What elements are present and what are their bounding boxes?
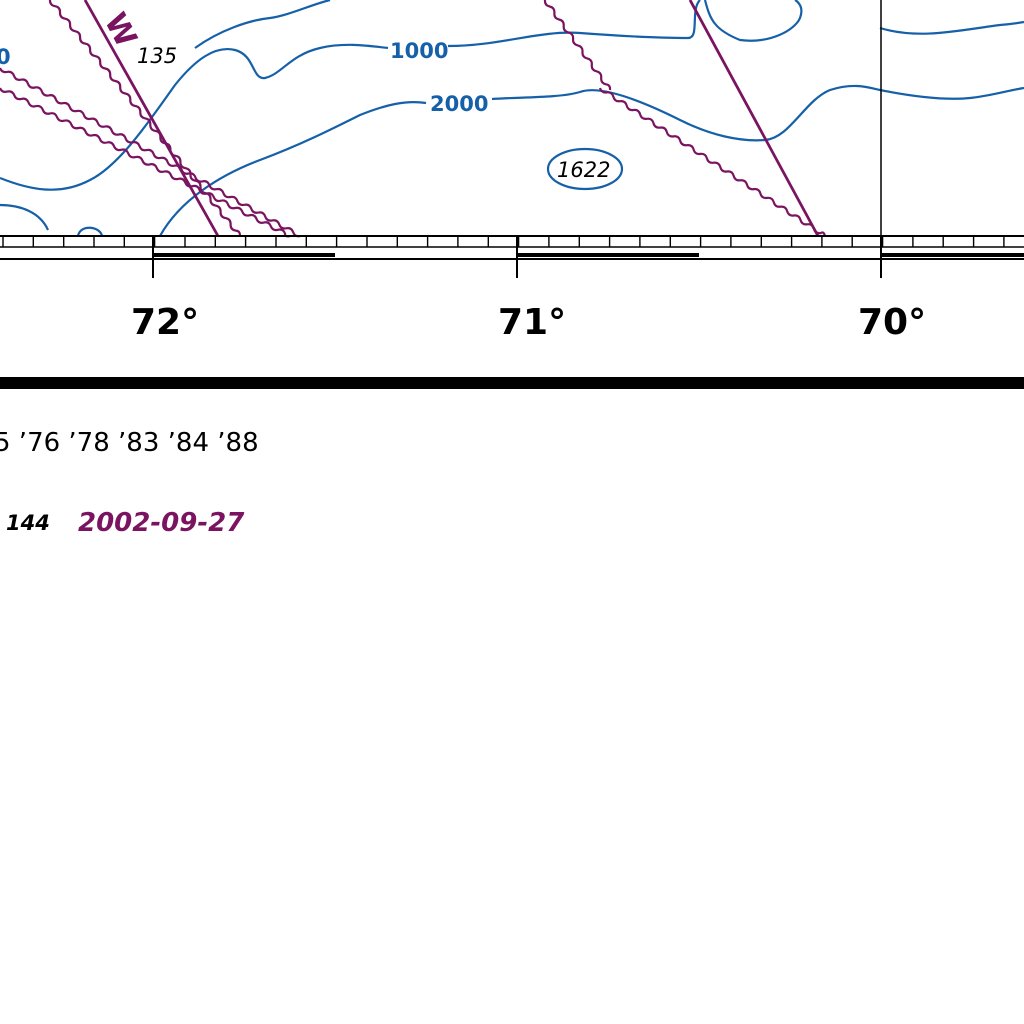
- scale-bar-segment-3: [881, 253, 1024, 257]
- neatline: [0, 377, 1024, 389]
- cable-wavy-4: [543, 0, 612, 91]
- cable-straight-left: [83, 0, 220, 237]
- contour-upper-left: [194, 0, 331, 49]
- contour-left-lower: [0, 203, 50, 231]
- border-scale: [0, 235, 1024, 278]
- cable-lines: [0, 0, 827, 238]
- contour-left-stub: [76, 226, 104, 237]
- longitude-label-72: 72°: [131, 302, 199, 343]
- scale-bar-segment-2: [517, 253, 699, 257]
- longitude-label-70: 70°: [858, 302, 926, 343]
- cable-wavy-2: [0, 67, 301, 238]
- contour-2000: [159, 84, 1024, 237]
- survey-years: 5 ’76 ’78 ’83 ’84 ’88: [0, 428, 259, 458]
- sounding-135: 135: [137, 44, 177, 68]
- contour-seamount: [546, 147, 624, 191]
- cable-wavy-5: [598, 87, 827, 237]
- scale-ticks: [2, 236, 1005, 247]
- edition-date: 2002-09-27: [78, 508, 245, 538]
- cable-wavy-1: [48, 0, 242, 237]
- edition-number: 144: [6, 511, 50, 535]
- contour-label-2000: 2000: [430, 92, 488, 116]
- longitude-label-71: 71°: [498, 302, 566, 343]
- contour-1000: [0, 0, 1024, 191]
- cable-wavy-3: [0, 87, 291, 238]
- cable-straight-right: [688, 0, 820, 237]
- depth-contours: [0, 0, 1024, 237]
- scale-bar-segment-1: [153, 253, 335, 257]
- sounding-1622: 1622: [557, 158, 610, 182]
- contour-label-1000: 1000: [390, 39, 448, 63]
- contour-label-partial: 0: [0, 45, 11, 69]
